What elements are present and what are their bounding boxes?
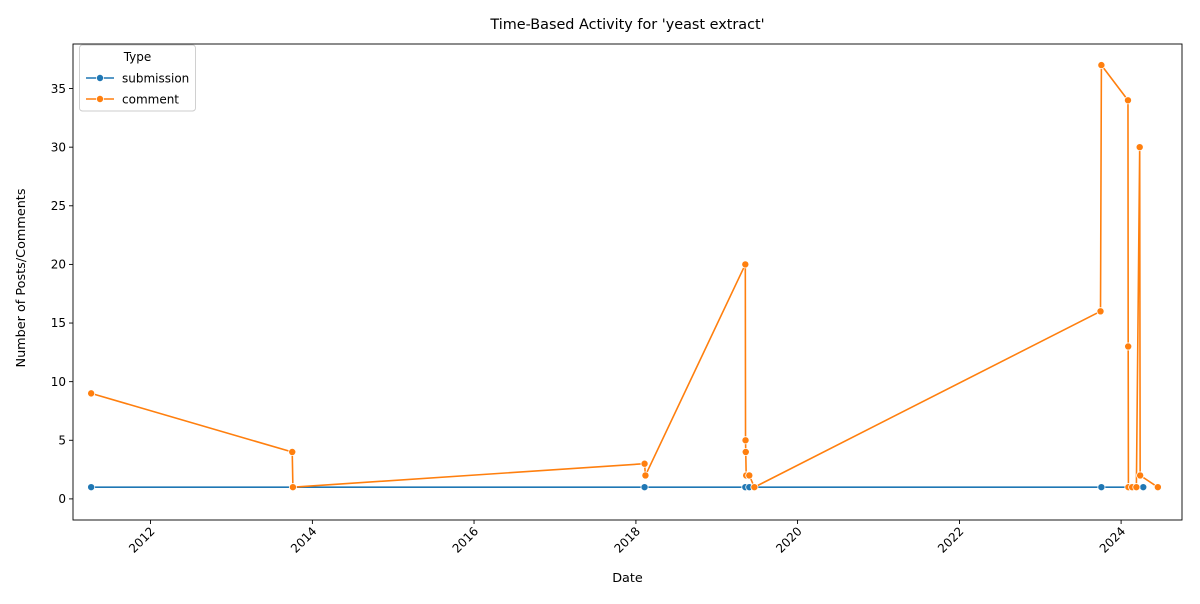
y-tick-label: 5 (58, 433, 66, 447)
data-point-comment (87, 389, 96, 398)
data-point-comment (741, 447, 750, 456)
legend-marker-comment (96, 95, 105, 104)
y-tick-label: 15 (51, 316, 66, 330)
legend-item-submission: submission (86, 71, 189, 85)
chart-title: Time-Based Activity for 'yeast extract' (489, 17, 764, 33)
data-point-comment (1135, 143, 1144, 152)
data-point-submission (640, 483, 649, 492)
data-point-comment (1124, 342, 1133, 351)
data-point-comment (288, 483, 297, 492)
data-point-comment (1096, 307, 1105, 316)
legend-label-comment: comment (122, 92, 179, 106)
y-tick-label: 35 (51, 82, 66, 96)
data-point-comment (641, 471, 650, 480)
legend-title: Type (123, 50, 152, 64)
y-tick-label: 0 (58, 492, 66, 506)
x-axis-label: Date (612, 571, 643, 586)
data-point-comment (1097, 61, 1106, 70)
data-point-comment (288, 447, 297, 456)
data-point-comment (1123, 96, 1132, 105)
data-point-submission (87, 483, 96, 492)
y-tick-label: 30 (51, 140, 66, 154)
data-point-comment (1153, 483, 1162, 492)
data-point-comment (750, 483, 759, 492)
y-tick-label: 25 (51, 199, 66, 213)
data-point-comment (1132, 483, 1141, 492)
legend-box (79, 44, 196, 112)
legend: Type submission comment (79, 44, 196, 112)
legend-label-submission: submission (122, 71, 189, 85)
legend-item-comment: comment (86, 92, 179, 106)
y-axis-label: Number of Posts/Comments (14, 188, 29, 367)
data-point-comment (741, 260, 750, 269)
y-tick-label: 10 (51, 375, 66, 389)
data-point-comment (1136, 471, 1145, 480)
data-point-comment (745, 471, 754, 480)
data-point-submission (1097, 483, 1106, 492)
data-point-comment (741, 436, 750, 445)
legend-marker-submission (96, 74, 105, 83)
y-tick-label: 20 (51, 258, 66, 272)
axes-frame (72, 43, 1183, 521)
data-point-submission (1139, 483, 1148, 492)
series-comment (87, 61, 1162, 492)
data-point-comment (640, 459, 649, 468)
